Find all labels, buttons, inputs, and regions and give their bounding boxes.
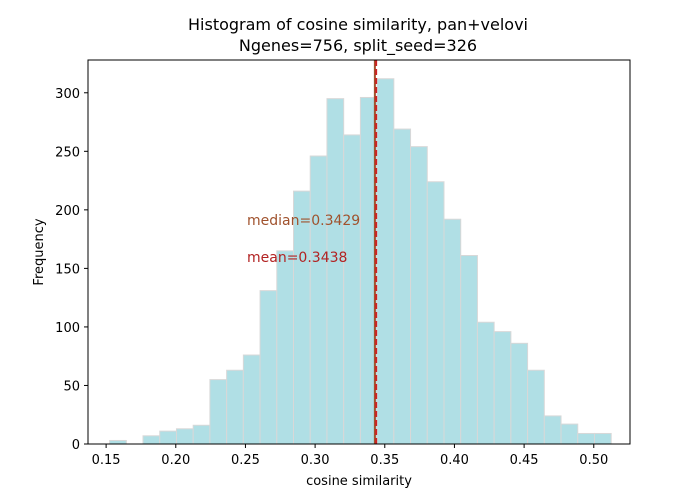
x-tick-label: 0.45 bbox=[510, 453, 539, 468]
histogram-bar bbox=[326, 98, 345, 445]
histogram-bar bbox=[543, 415, 562, 445]
reference-lines bbox=[373, 60, 378, 444]
histogram-bar bbox=[376, 78, 395, 445]
histogram-bar bbox=[142, 435, 161, 445]
histogram-bar bbox=[493, 331, 512, 445]
histogram-bar bbox=[343, 134, 361, 445]
y-axis-label: Frequency bbox=[32, 218, 47, 285]
y-tick-label: 100 bbox=[55, 321, 80, 336]
histogram-bar bbox=[109, 439, 127, 445]
y-tick-label: 50 bbox=[63, 379, 80, 394]
x-tick-label: 0.50 bbox=[579, 453, 608, 468]
y-tick-label: 300 bbox=[55, 87, 80, 102]
histogram-bar bbox=[226, 369, 244, 445]
histogram-bar bbox=[577, 432, 595, 445]
y-tick-label: 200 bbox=[55, 204, 80, 219]
chart-subtitle: Ngenes=756, split_seed=326 bbox=[239, 36, 477, 56]
x-tick-label: 0.15 bbox=[92, 453, 121, 468]
histogram-bar bbox=[242, 354, 261, 445]
x-tick-label: 0.35 bbox=[370, 453, 399, 468]
histogram-bar bbox=[426, 181, 445, 445]
histogram-bar bbox=[259, 290, 278, 445]
histogram-bar bbox=[460, 255, 478, 445]
y-tick-label: 0 bbox=[72, 438, 80, 453]
histogram-bar bbox=[410, 146, 428, 445]
histogram-bar bbox=[159, 430, 177, 445]
histogram-bar bbox=[393, 128, 412, 445]
histogram-bar bbox=[527, 369, 545, 445]
x-axis-ticks: 0.15 0.20 0.25 0.30 0.35 0.40 0.45 0.50 bbox=[92, 444, 608, 468]
histogram-bar bbox=[175, 428, 194, 445]
mean-annotation: mean=0.3438 bbox=[247, 250, 347, 266]
bars-group bbox=[109, 78, 612, 445]
x-axis-label: cosine similarity bbox=[306, 474, 412, 489]
histogram-bar bbox=[209, 379, 228, 445]
y-tick-label: 150 bbox=[55, 262, 80, 277]
x-tick-label: 0.40 bbox=[440, 453, 469, 468]
x-tick-label: 0.25 bbox=[231, 453, 260, 468]
y-tick-label: 250 bbox=[55, 145, 80, 160]
histogram-bar bbox=[476, 321, 495, 445]
histogram-bar bbox=[560, 423, 579, 445]
histogram-bar bbox=[293, 190, 311, 445]
plot-frame bbox=[87, 59, 631, 445]
x-tick-label: 0.20 bbox=[161, 453, 190, 468]
histogram-bar bbox=[276, 250, 295, 445]
histogram-bar bbox=[593, 432, 612, 445]
chart-title: Histogram of cosine similarity, pan+velo… bbox=[188, 15, 528, 34]
x-tick-label: 0.30 bbox=[301, 453, 330, 468]
histogram-bar bbox=[510, 342, 529, 445]
y-axis-ticks: 0 50 100 150 200 250 300 bbox=[55, 87, 88, 453]
histogram-bar bbox=[192, 424, 211, 445]
median-annotation: median=0.3429 bbox=[247, 213, 360, 229]
histogram-bar bbox=[443, 218, 462, 445]
histogram-bar bbox=[309, 155, 328, 445]
